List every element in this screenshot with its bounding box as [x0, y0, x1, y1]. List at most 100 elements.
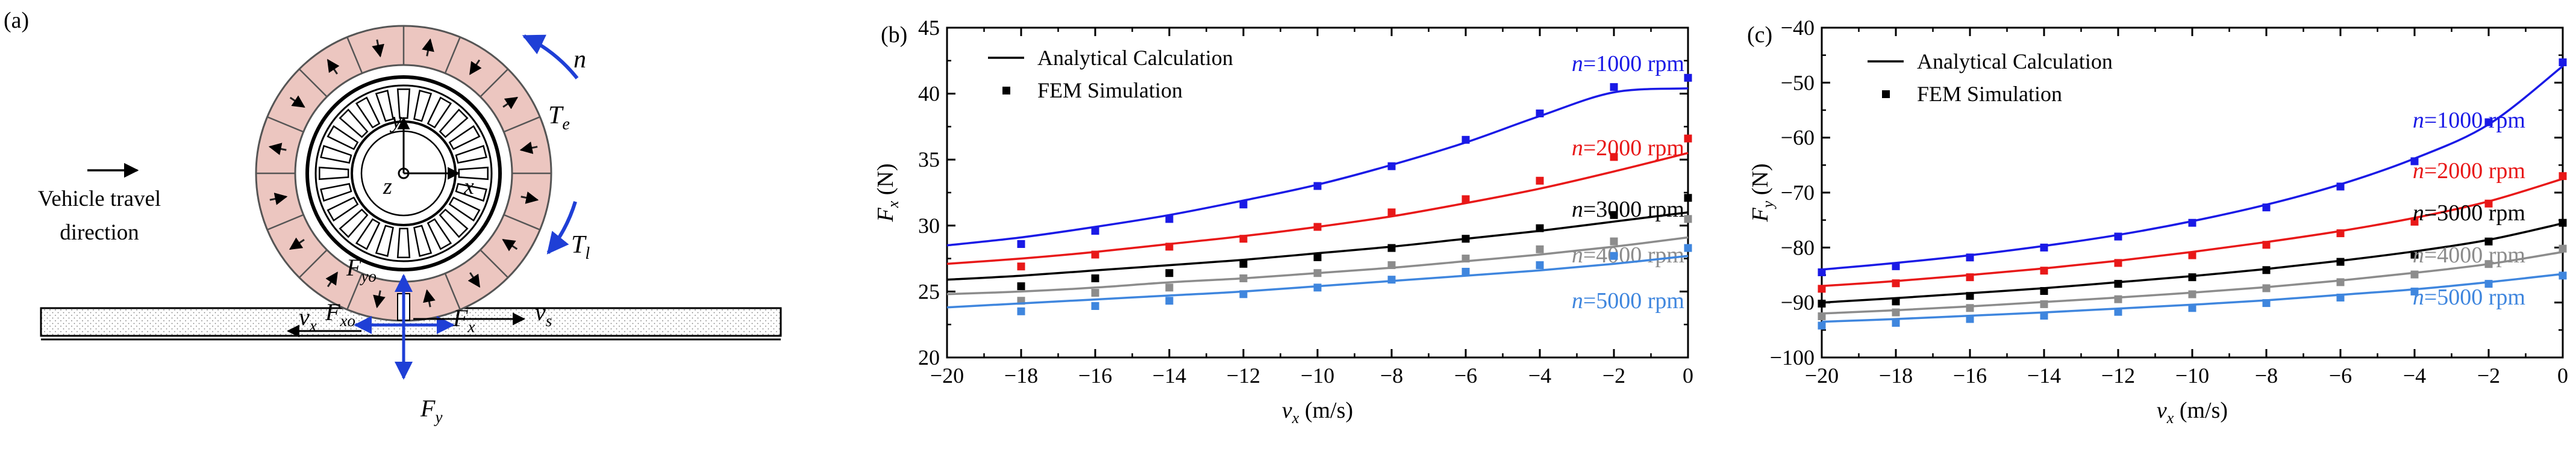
magnet-divider: [503, 214, 540, 230]
fem-point: [2336, 278, 2345, 286]
fem-point: [1165, 283, 1174, 292]
series-2: n=2000 rpm: [1818, 158, 2567, 293]
x-axis-label: vx (m/s): [2157, 398, 2228, 427]
panel-a-diagram: (a) Vehicle travel direction n Te Tl Fyo…: [4, 8, 782, 426]
fem-point: [2040, 300, 2048, 308]
legend-line-label: Analytical Calculation: [1037, 46, 1233, 70]
fem-point: [1892, 279, 1900, 288]
fem-point: [1091, 302, 1099, 311]
fem-point: [2336, 258, 2345, 266]
x-tick-label: −14: [2027, 364, 2061, 388]
x-tick-label: −16: [1078, 364, 1112, 388]
fem-point: [2114, 308, 2122, 316]
label-tl: Tl: [571, 231, 590, 263]
y-tick-label: 45: [918, 16, 940, 40]
stator-tooth: [320, 183, 352, 202]
axis-x-label: x: [463, 174, 474, 199]
stator-tooth: [327, 125, 359, 150]
x-tick-label: −6: [1454, 364, 1477, 388]
stator-tooth: [339, 108, 369, 138]
fem-point: [2559, 218, 2567, 227]
fem-point: [1313, 283, 1322, 292]
magnet-divider: [480, 249, 509, 279]
fem-point: [2114, 295, 2122, 303]
x-tick-label: −4: [2403, 364, 2426, 388]
fem-point: [1239, 259, 1248, 268]
stator-tooth: [448, 196, 481, 222]
fem-point: [1610, 211, 1618, 219]
axis-z-marker: [398, 167, 410, 179]
series-1: n=1000 rpm: [1818, 58, 2567, 276]
x-tick-label: −12: [2101, 364, 2135, 388]
magnet-divider: [346, 273, 363, 310]
stator-tooth: [413, 224, 433, 257]
magnet-polarity-arrow: [467, 272, 481, 288]
magnet-divider: [267, 214, 304, 230]
series-label: n=2000 rpm: [1572, 135, 1684, 161]
x-tick-label: −4: [1528, 364, 1551, 388]
magnet-polarity-arrow: [519, 141, 538, 154]
magnet-polarity-arrow: [521, 191, 539, 204]
fem-point: [1091, 250, 1099, 259]
fem-point: [1684, 134, 1692, 143]
magnet-divider: [267, 116, 304, 133]
x-tick-label: −10: [2175, 364, 2209, 388]
x-tick-label: −2: [1602, 364, 1625, 388]
fem-point: [2336, 229, 2345, 238]
x-tick-label: −12: [1227, 364, 1260, 388]
y-tick-label: 35: [918, 147, 940, 172]
fem-point: [1462, 195, 1470, 203]
y-tick-label: 40: [918, 82, 940, 106]
series-label: n=1000 rpm: [2413, 108, 2525, 133]
label-te: Te: [548, 102, 570, 134]
series-label: n=1000 rpm: [1572, 51, 1684, 76]
x-tick-label: −2: [2477, 364, 2500, 388]
stator-tooth: [427, 218, 452, 250]
panel-label: (c): [1747, 22, 1772, 48]
chart-b: (b)−20 −18 −16 −14 −12 −10 −8 −6 −4 −2 02025303540…: [873, 16, 1693, 427]
fem-point: [2262, 203, 2271, 212]
fem-point: [2262, 241, 2271, 249]
stator-tooth: [396, 227, 411, 258]
fem-point: [1892, 308, 1900, 317]
fem-point: [1387, 276, 1396, 284]
series-label: n=5000 rpm: [1572, 288, 1684, 314]
label-n: n: [574, 46, 586, 73]
stator-tooth: [413, 90, 433, 122]
fem-point: [2336, 293, 2345, 302]
fem-point: [1387, 162, 1396, 170]
stator-tooth: [355, 218, 381, 250]
magnet-polarity-arrow: [502, 96, 519, 110]
travel-text-line1: Vehicle travel: [38, 187, 161, 211]
fem-point: [1091, 274, 1099, 282]
fem-point: [1684, 244, 1692, 252]
fem-point: [2262, 299, 2271, 308]
panel-a-label: (a): [4, 8, 29, 33]
fem-point: [2559, 244, 2567, 253]
fem-point: [1239, 274, 1248, 282]
legend-marker-swatch: [1882, 90, 1890, 98]
fem-point: [2410, 157, 2419, 166]
series-label: n=5000 rpm: [2413, 285, 2525, 310]
fem-point: [2040, 312, 2048, 320]
fem-point: [1017, 240, 1025, 248]
fem-point: [1165, 297, 1174, 305]
fem-point: [2262, 266, 2271, 274]
fem-point: [2040, 267, 2048, 275]
fem-point: [2336, 182, 2345, 191]
magnet-divider: [298, 249, 328, 279]
label-fy: Fy: [420, 395, 442, 426]
y-tick-label: −70: [1781, 181, 1815, 205]
magnet-polarity-arrow: [327, 58, 340, 75]
x-tick-label: −14: [1152, 364, 1186, 388]
fem-point: [2410, 217, 2419, 226]
fem-point: [2188, 290, 2196, 299]
fem-point: [1892, 262, 1900, 270]
legend: Analytical Calculation FEM Simulation: [1868, 49, 2113, 106]
fem-point: [2114, 232, 2122, 241]
fem-point: [1818, 321, 1826, 330]
label-vs: vs: [535, 299, 552, 330]
x-tick-label: −8: [1380, 364, 1403, 388]
fem-point: [1684, 194, 1692, 202]
